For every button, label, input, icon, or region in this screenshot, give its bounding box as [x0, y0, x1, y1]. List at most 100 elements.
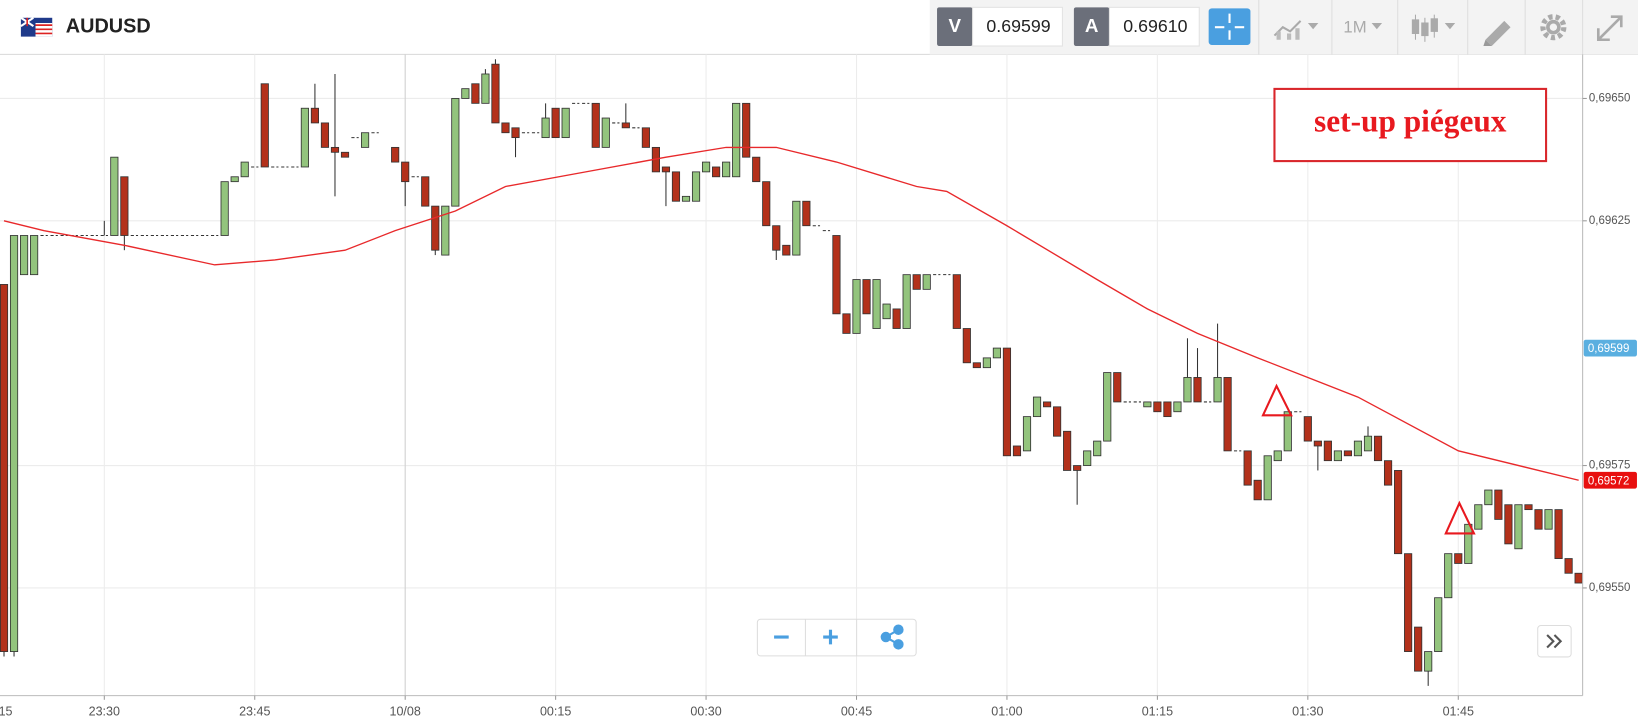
price-marker-label: 0,69599: [1588, 343, 1629, 355]
fullscreen-button[interactable]: [1596, 15, 1623, 42]
candle-body: [1223, 377, 1232, 452]
candle-body: [802, 200, 811, 227]
candle-body: [9, 235, 19, 652]
candle-body: [1303, 416, 1312, 442]
candle-body: [992, 347, 1001, 359]
candle-body: [30, 235, 39, 276]
symbol: AUDUSD: [66, 15, 151, 37]
ask-tag-label: A: [1085, 15, 1099, 36]
candle-body: [681, 195, 691, 202]
share-button[interactable]: [880, 624, 904, 650]
candle-body: [1424, 651, 1433, 672]
candle-body: [491, 63, 500, 124]
candle-body: [742, 102, 751, 158]
candle-body: [1273, 450, 1282, 462]
candle-body: [882, 303, 891, 320]
triangle-marker: [1261, 383, 1293, 417]
candle-body: [1002, 347, 1012, 457]
candle-body: [1544, 509, 1553, 530]
candle-body: [912, 274, 921, 290]
zoom-in-button[interactable]: [823, 629, 838, 645]
candle-body: [451, 98, 460, 207]
candle-body: [220, 181, 229, 236]
candle-body: [1514, 504, 1523, 550]
ask-price: 0.69610: [1123, 16, 1187, 36]
candle-body: [541, 117, 550, 139]
timeframe-button[interactable]: 1M: [1343, 18, 1366, 37]
candle-body: [1323, 440, 1332, 462]
x-tick-label: 10/08: [390, 705, 421, 719]
candle-body: [320, 122, 330, 148]
candle-body: [391, 146, 400, 163]
candle-body: [1193, 377, 1202, 403]
settings-button[interactable]: [1540, 14, 1567, 41]
candle-body: [1053, 406, 1062, 437]
annotation-box: [1273, 87, 1548, 163]
candle-body: [982, 357, 991, 369]
candle-body: [310, 107, 319, 124]
candle-body: [1183, 377, 1192, 403]
candle-body: [591, 102, 600, 148]
candle-body: [1263, 455, 1272, 501]
candle-body: [561, 107, 570, 139]
candle-body: [330, 146, 340, 153]
candle-body: [1363, 435, 1373, 452]
candle-body: [1153, 401, 1162, 413]
candle-body: [1554, 509, 1563, 559]
candle-body: [461, 88, 470, 99]
candle-body: [1073, 465, 1082, 471]
candle-body: [300, 107, 309, 168]
candle-body: [621, 122, 630, 129]
candle-body: [752, 156, 761, 183]
candle-body: [19, 235, 29, 276]
x-tick-label: 15: [0, 705, 13, 719]
candle-body: [1113, 372, 1122, 403]
bid-tag[interactable]: [937, 7, 973, 47]
bid-tag-label: V: [949, 15, 962, 36]
scroll-right-icon: [1546, 634, 1563, 649]
candle-body: [691, 171, 701, 202]
candle-body: [1383, 460, 1393, 486]
candle-body: [511, 127, 520, 139]
draw-button[interactable]: [1483, 20, 1511, 47]
candle-body: [1464, 523, 1473, 564]
candle-body: [1012, 445, 1022, 457]
candle-body: [441, 205, 450, 256]
x-tick-label: 23:30: [89, 705, 120, 719]
chart-type-button[interactable]: [1273, 20, 1319, 40]
candle-body: [1343, 450, 1353, 457]
candle-body: [0, 284, 9, 652]
candle-body: [712, 166, 721, 178]
candle-body: [772, 225, 781, 251]
bid-box: [972, 6, 1063, 47]
candle-body: [601, 117, 610, 148]
candle-body: [1083, 450, 1092, 466]
flag: [20, 16, 53, 37]
candle-body: [1524, 504, 1533, 511]
candle-body: [952, 274, 961, 329]
candle-body: [1253, 479, 1262, 501]
candle-body: [671, 171, 681, 202]
candle-body: [782, 244, 791, 256]
candle-body: [962, 328, 971, 364]
candle-body: [401, 161, 410, 183]
ask-tag[interactable]: [1073, 7, 1110, 47]
grid: [0, 54, 1583, 696]
x-tick-label: 01:15: [1142, 705, 1173, 719]
crosshair-button[interactable]: [1208, 8, 1251, 45]
candle-body: [1103, 372, 1112, 442]
candle-body: [762, 181, 771, 227]
price-marker-label: 0,69572: [1588, 475, 1629, 487]
candle-body: [1373, 435, 1383, 462]
y-tick-label: 0,69550: [1589, 582, 1630, 594]
candle-body: [862, 279, 871, 315]
axes: 0,69650 0,69625 0,69575 0,69550 15 23:30 23:45…: [0, 92, 1637, 719]
candle-body: [1534, 509, 1543, 530]
price-marker: [1583, 339, 1637, 357]
bid-price: 0.69599: [986, 16, 1050, 36]
candle-body: [1454, 553, 1463, 564]
candle-body: [230, 176, 239, 183]
y-tick-label: 0,69625: [1589, 215, 1630, 227]
candle-style-button[interactable]: [1411, 14, 1456, 42]
candle-body: [240, 161, 249, 178]
